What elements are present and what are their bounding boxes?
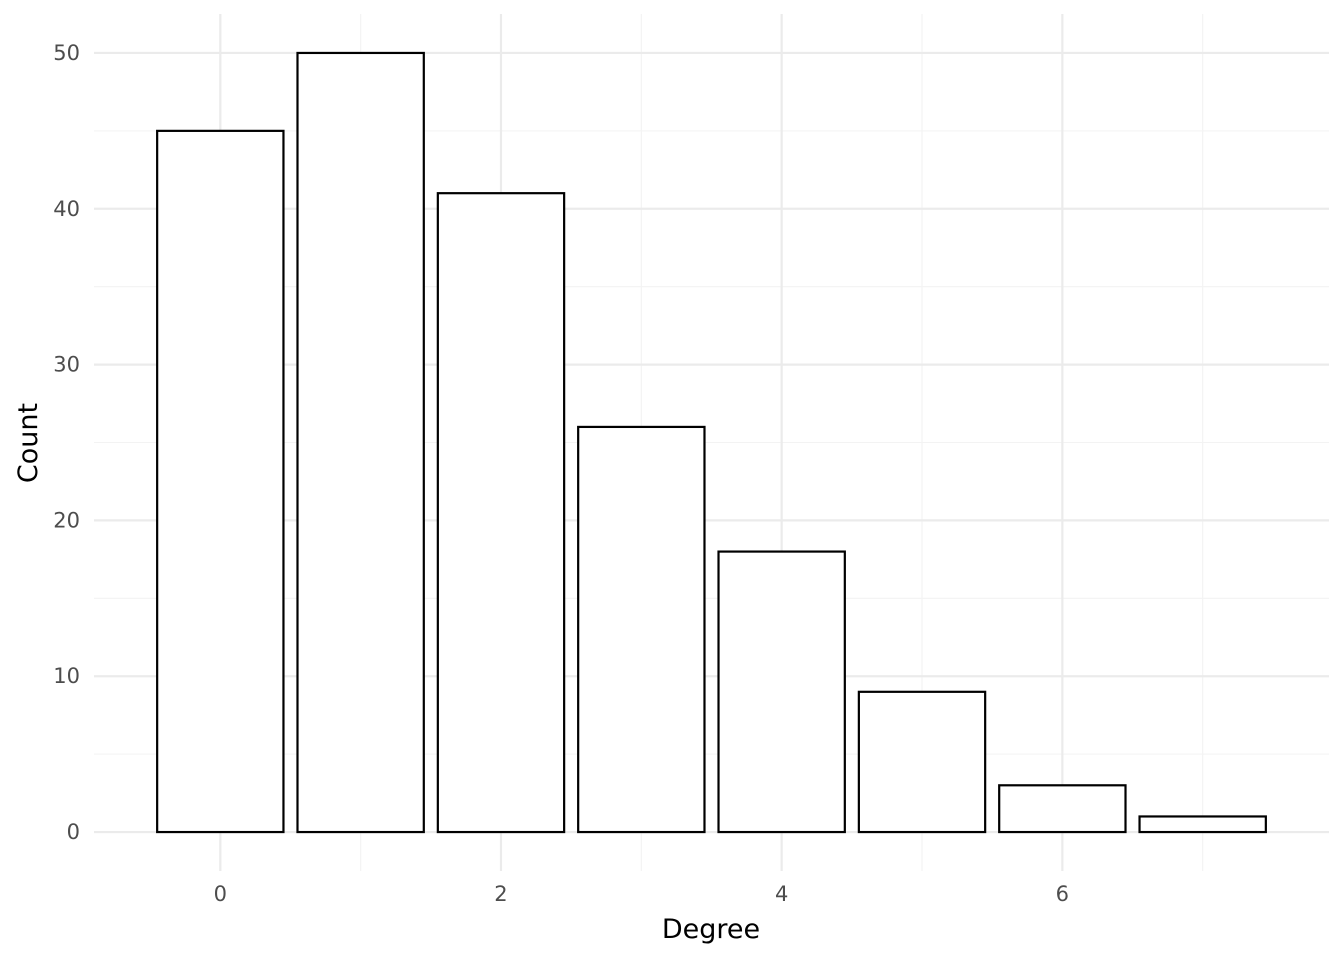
y-tick-label: 20 (53, 508, 80, 532)
bar-degree-7 (1138, 815, 1267, 834)
y-axis-tick-labels: 0 10 20 30 40 50 (53, 41, 80, 844)
y-tick-label: 50 (53, 41, 80, 65)
x-axis-title: Degree (662, 914, 760, 945)
bar-degree-1 (296, 51, 425, 834)
x-tick-label: 4 (775, 882, 788, 906)
bars (156, 51, 1267, 834)
x-axis-tick-labels: 0 2 4 6 (214, 882, 1069, 906)
bar-degree-3 (577, 425, 706, 834)
y-tick-label: 10 (53, 664, 80, 688)
y-tick-label: 30 (53, 353, 80, 377)
y-tick-label: 0 (67, 820, 80, 844)
bar-degree-4 (717, 550, 846, 834)
x-tick-label: 6 (1056, 882, 1069, 906)
x-tick-label: 2 (494, 882, 507, 906)
bar-degree-5 (857, 690, 987, 834)
bar-degree-0 (156, 129, 285, 834)
bar-degree-6 (998, 784, 1127, 834)
y-tick-label: 40 (53, 197, 80, 221)
y-axis-title: Count (13, 403, 44, 483)
bar-degree-2 (436, 192, 566, 834)
x-tick-label: 0 (214, 882, 227, 906)
